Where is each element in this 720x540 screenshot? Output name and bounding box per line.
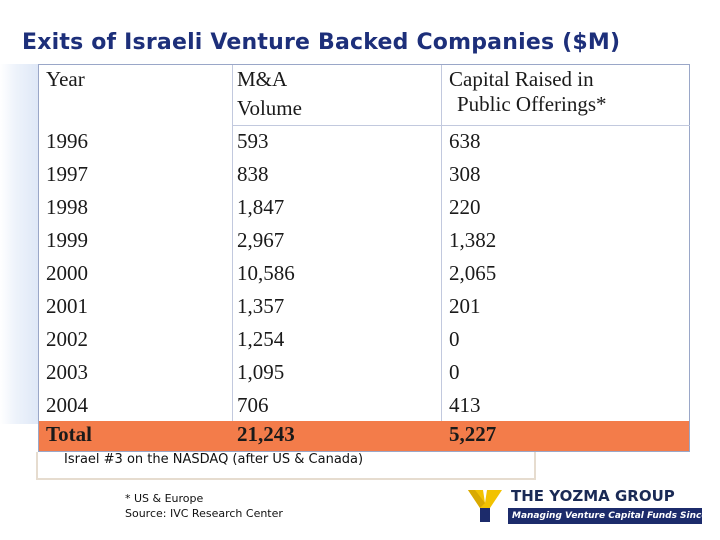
cell-capital: 2,065 — [449, 261, 497, 285]
total-ma: 21,243 — [237, 422, 295, 446]
total-row: Total 21,243 5,227 — [39, 421, 689, 451]
header-divider — [232, 125, 690, 126]
yozma-logo-tagline: Managing Venture Capital Funds Since 199… — [508, 508, 720, 524]
header-capital-line2: Public Offerings* — [457, 92, 607, 116]
yozma-logo: THE YOZMA GROUP Managing Venture Capital… — [466, 486, 720, 524]
slide-title: Exits of Israeli Venture Backed Companie… — [22, 30, 621, 55]
cell-year: 2002 — [46, 327, 88, 351]
cell-capital: 413 — [449, 393, 481, 417]
footnote-regions: * US & Europe — [125, 492, 204, 505]
decorative-left-band — [0, 64, 38, 424]
yozma-logo-name: THE YOZMA GROUP — [508, 486, 702, 507]
exits-table: Year M&A Volume Capital Raised in Public… — [38, 64, 690, 452]
header-ma-line1: M&A — [237, 67, 288, 91]
cell-ma: 1,847 — [237, 195, 285, 219]
cell-capital: 0 — [449, 360, 460, 384]
column-divider — [232, 65, 233, 421]
cell-year: 2004 — [46, 393, 88, 417]
cell-capital: 220 — [449, 195, 481, 219]
cell-year: 2000 — [46, 261, 88, 285]
cell-capital: 0 — [449, 327, 460, 351]
cell-ma: 1,095 — [237, 360, 285, 384]
note-box — [36, 452, 536, 480]
cell-ma: 1,357 — [237, 294, 285, 318]
cell-capital: 1,382 — [449, 228, 497, 252]
cell-ma: 1,254 — [237, 327, 285, 351]
cell-ma: 593 — [237, 129, 269, 153]
cell-year: 1998 — [46, 195, 88, 219]
cell-capital: 201 — [449, 294, 481, 318]
footnote-source: Source: IVC Research Center — [125, 507, 283, 520]
total-capital: 5,227 — [449, 422, 497, 446]
cell-capital: 308 — [449, 162, 481, 186]
header-capital-line1: Capital Raised in — [449, 67, 594, 91]
cell-ma: 10,586 — [237, 261, 295, 285]
cell-ma: 838 — [237, 162, 269, 186]
cell-capital: 638 — [449, 129, 481, 153]
header-ma-line2: Volume — [237, 96, 302, 120]
cell-year: 1997 — [46, 162, 88, 186]
total-label: Total — [46, 422, 92, 446]
cell-year: 2001 — [46, 294, 88, 318]
cell-ma: 706 — [237, 393, 269, 417]
cell-year: 2003 — [46, 360, 88, 384]
cell-year: 1996 — [46, 129, 88, 153]
cell-year: 1999 — [46, 228, 88, 252]
nasdaq-note: Israel #3 on the NASDAQ (after US & Cana… — [64, 452, 364, 467]
yozma-logo-mark-icon — [466, 486, 504, 524]
cell-ma: 2,967 — [237, 228, 285, 252]
column-divider — [441, 65, 442, 421]
header-year: Year — [46, 67, 85, 91]
